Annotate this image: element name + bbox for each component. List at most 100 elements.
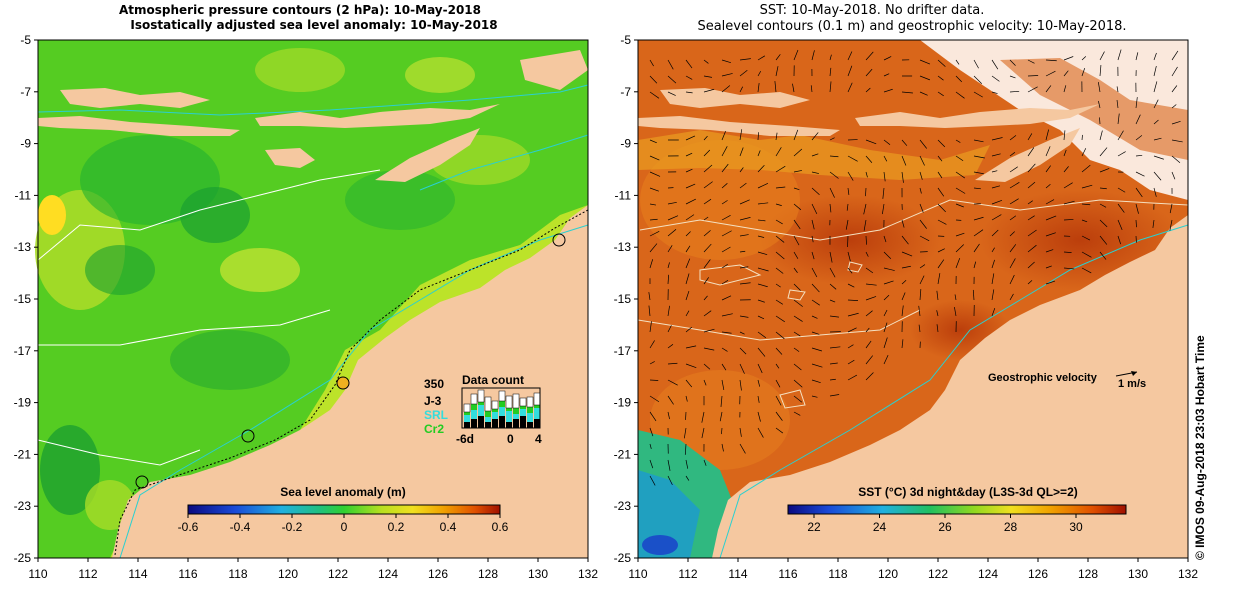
velocity-arrow [829,54,832,61]
velocity-arrow [667,305,670,317]
velocity-arrow [775,235,785,243]
y-tick-label: -19 [614,396,632,410]
velocity-arrow [1009,244,1017,253]
colorbar-tick-label: 0.2 [388,520,405,534]
inset-bar-segment [471,404,477,410]
velocity-arrow [1117,203,1125,213]
y-tick-label: -5 [20,33,31,47]
velocity-arrow [757,219,766,222]
velocity-arrow [1027,200,1033,205]
inset-bar-segment [478,402,484,405]
velocity-arrow [1171,104,1177,109]
velocity-arrow [685,245,691,253]
velocity-arrow [829,251,833,263]
velocity-arrow [703,88,715,93]
velocity-arrow [649,139,657,144]
velocity-arrow [973,187,981,190]
right-x-axis: 110 112 114 116 118 120 122 124 126 128 130 132 [628,558,1198,581]
velocity-arrow [757,150,761,157]
velocity-arrow [883,294,890,301]
velocity-arrow [811,251,815,260]
velocity-arrow [757,251,768,255]
velocity-arrow [757,283,768,288]
velocity-arrow [683,427,687,439]
velocity-arrow [973,75,983,85]
velocity-arrow [685,59,693,69]
inset-bar-top [463,403,471,413]
velocity-arrow [649,155,660,161]
tide-gauge-marker [135,475,149,489]
velocity-arrow [829,283,837,290]
velocity-arrow [901,265,911,269]
velocity-arrow [757,55,766,61]
velocity-arrow [919,139,927,149]
velocity-arrow [973,261,977,269]
sla-low-patch [40,425,100,515]
velocity-arrow [1117,151,1126,157]
sealevel-contour [847,261,863,273]
velocity-arrow [793,187,800,190]
velocity-arrow [865,372,874,381]
velocity-arrow [792,83,795,93]
velocity-arrow [1063,251,1072,254]
velocity-arrow [883,171,886,182]
velocity-arrow [883,139,891,146]
velocity-arrow [847,51,853,61]
velocity-arrow [667,274,669,285]
velocity-arrow [793,299,803,307]
velocity-arrow [721,163,729,173]
sst-cold-core [642,535,678,555]
velocity-arrow [1153,81,1158,93]
velocity-arrow [1009,75,1016,79]
velocity-arrow [721,200,728,205]
inset-bar-segment [520,409,526,416]
velocity-arrow [1045,146,1051,157]
sla-low-patch [345,170,455,230]
velocity-arrow [991,247,995,253]
x-tick-label: 122 [928,567,948,581]
velocity-arrow [1116,86,1119,93]
velocity-arrow [1063,56,1074,61]
velocity-arrow [1169,219,1173,231]
colorbar-tick-label: 0.6 [492,520,509,534]
velocity-arrow [757,164,765,173]
velocity-arrow [649,443,652,449]
y-tick-label: -9 [20,137,31,151]
velocity-arrow [1027,280,1033,285]
velocity-arrow [1045,199,1055,205]
velocity-arrow [703,310,712,317]
velocity-arrow [811,267,818,278]
velocity-arrow [865,251,869,257]
velocity-arrow [648,292,651,301]
inset-bar-top [533,392,541,406]
y-tick-label: -11 [15,188,32,202]
velocity-arrow [829,137,835,141]
colorbar-tick-label: -0.2 [282,520,303,534]
velocity-arrow [955,258,961,269]
velocity-arrow [1171,155,1181,164]
velocity-arrow [667,262,670,269]
sla-high-patch [220,248,300,292]
velocity-arrow [919,289,922,301]
velocity-arrow [721,146,728,157]
pressure-contour [37,439,201,466]
sla-low-patch [85,245,155,295]
velocity-arrow [1135,97,1138,109]
velocity-arrow [684,443,687,455]
velocity-arrow [1117,187,1126,193]
velocity-arrow [1045,280,1056,285]
velocity-arrow [973,91,983,98]
velocity-arrow [936,310,939,317]
velocity-arrow [793,219,801,230]
sla-colorbar-title: Sea level anomaly (m) [280,485,405,499]
left-panel: Atmospheric pressure contours (2 hPa): 1… [14,3,599,581]
inset-bar-segment [534,408,540,419]
sla-low-patch [170,330,290,390]
velocity-arrow [1099,117,1101,125]
y-tick-label: -15 [614,292,632,306]
sla-high-patch [405,57,475,93]
x-tick-label: 128 [1078,567,1098,581]
island-banda [520,50,588,90]
velocity-arrow [883,88,893,93]
velocity-arrow [1117,49,1122,61]
